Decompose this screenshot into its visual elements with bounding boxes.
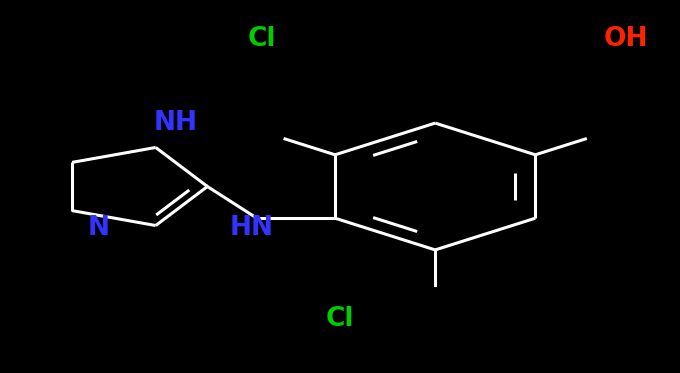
- Text: N: N: [88, 214, 109, 241]
- Text: Cl: Cl: [248, 26, 276, 52]
- Text: OH: OH: [603, 26, 648, 52]
- Text: Cl: Cl: [326, 306, 354, 332]
- Text: NH: NH: [154, 110, 197, 136]
- Text: HN: HN: [230, 214, 273, 241]
